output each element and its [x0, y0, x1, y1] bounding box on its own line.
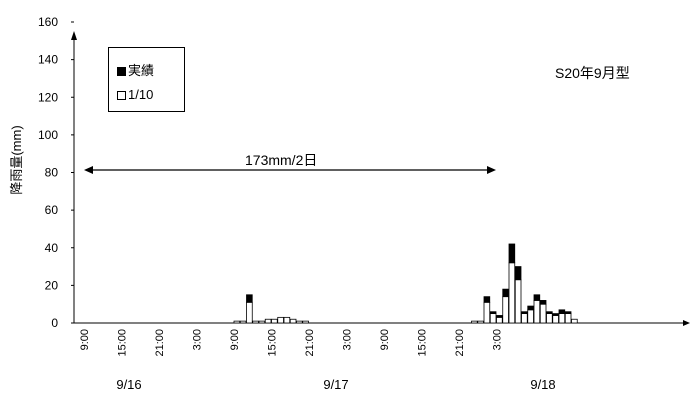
bar-actual [539, 300, 547, 305]
y-axis-arrowhead [71, 31, 77, 40]
y-tick-label: 160 [38, 15, 58, 29]
bar-tenth [496, 316, 503, 324]
y-axis-label: 降雨量(mm) [9, 125, 24, 194]
x-tick-label: 9:00 [229, 329, 241, 350]
legend: 実績 1/10 [108, 47, 185, 112]
bar-tenth [302, 320, 309, 324]
bar-actual [527, 305, 534, 311]
bar-tenth [477, 320, 484, 324]
bar-tenth [277, 316, 284, 324]
bar-tenth [483, 301, 491, 324]
date-label: 9/17 [323, 377, 348, 392]
duration-arrow-right-head [487, 166, 496, 174]
x-tick-label: 9:00 [379, 329, 391, 350]
bar-tenth [546, 313, 553, 324]
x-tick-label: 3:00 [192, 329, 204, 350]
bar-tenth [514, 279, 522, 324]
bar-tenth [533, 300, 541, 324]
legend-filled-square-icon [117, 67, 126, 76]
bar-tenth [552, 315, 559, 324]
x-tick-label: 3:00 [492, 329, 504, 350]
bar-actual [514, 266, 522, 281]
x-tick-label: 9:00 [79, 329, 91, 350]
bar-actual [558, 309, 566, 314]
x-tick-label: 3:00 [342, 329, 354, 350]
y-tick-label: 60 [45, 203, 59, 217]
x-tick-label: 15:00 [117, 329, 129, 357]
y-tick-label: 0 [51, 316, 58, 330]
bar-tenth [258, 320, 266, 324]
bar-actual [246, 294, 253, 303]
x-tick-label: 21:00 [304, 329, 316, 357]
bar-actual [521, 311, 528, 314]
bar-tenth [233, 320, 241, 324]
date-label: 9/18 [530, 377, 555, 392]
y-tick-label: 120 [38, 90, 58, 104]
bar-tenth [296, 320, 303, 324]
bar-tenth [558, 313, 566, 324]
bar-tenth [239, 320, 247, 324]
y-tick-label: 80 [45, 166, 59, 180]
bar-tenth [521, 313, 528, 324]
bar-tenth [539, 303, 547, 324]
date-label: 9/16 [116, 377, 141, 392]
legend-label-tenth: 1/10 [128, 87, 154, 102]
bar-tenth [571, 318, 578, 324]
bar-actual [483, 296, 491, 303]
bar-actual [546, 311, 553, 314]
plot-area: 0 20 40 60 80 100 120 140 160 9:00 15:00 21:00 3:00 9… [38, 15, 690, 392]
bar-actual [508, 243, 516, 264]
bar-tenth [283, 316, 291, 324]
bar-tenth [502, 296, 509, 324]
legend-label-actual: 実績 [128, 63, 155, 78]
x-tick-label: 15:00 [267, 329, 279, 357]
bar-tenth [564, 313, 572, 324]
bar-tenth [508, 262, 516, 324]
x-axis-arrowhead [683, 320, 690, 326]
bar-tenth [264, 318, 272, 324]
bar-actual [489, 311, 497, 314]
pattern-label: S20年9月型 [555, 65, 630, 81]
x-tick-label: 21:00 [154, 329, 166, 357]
bar-actual [502, 288, 509, 298]
bar-actual [496, 315, 503, 318]
bar-tenth [527, 309, 534, 324]
legend-open-square-icon [117, 91, 126, 100]
y-tick-label: 100 [38, 128, 58, 142]
bar-actual [552, 313, 559, 316]
bar-tenth [252, 320, 259, 324]
duration-label: 173mm/2日 [245, 152, 318, 168]
duration-arrow-left-head [84, 166, 93, 174]
bar-tenth [271, 318, 278, 324]
y-tick-label: 40 [45, 241, 59, 255]
y-tick-label: 20 [45, 278, 59, 292]
bar-tenth [471, 320, 478, 324]
legend-item-actual: 実績 [117, 60, 154, 79]
x-tick-label: 21:00 [454, 329, 466, 357]
y-tick-label: 140 [38, 53, 58, 67]
bar-actual [564, 311, 572, 314]
bar-tenth [489, 313, 497, 324]
legend-item-tenth: 1/10 [117, 87, 153, 102]
bar-tenth [246, 301, 253, 324]
bar-tenth [289, 318, 297, 324]
bar-actual [533, 294, 541, 301]
x-tick-label: 15:00 [417, 329, 429, 357]
